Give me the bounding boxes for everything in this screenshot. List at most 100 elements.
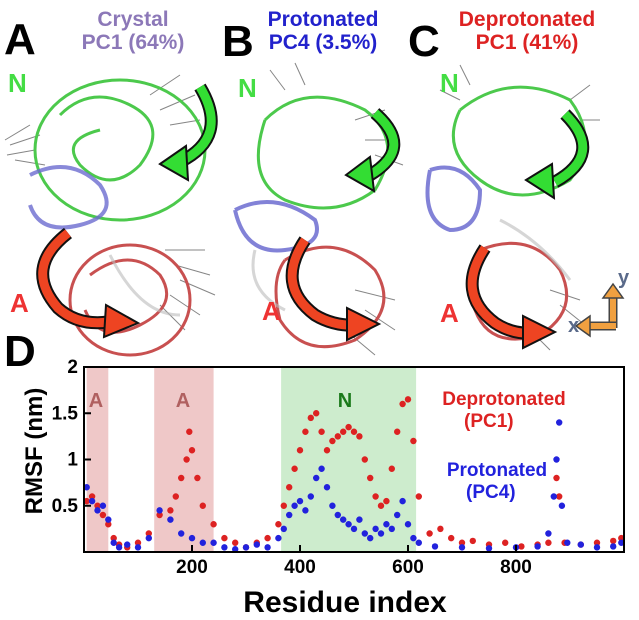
panel-title-c-line2: PC1 (41%) [475, 31, 579, 54]
panel-title-a-line2: PC1 (64%) [81, 31, 185, 54]
data-point-series1-58 [564, 539, 571, 546]
data-point-series1-62 [618, 539, 625, 546]
data-point-series0-40 [356, 433, 363, 440]
curved-arrow-red-icon [285, 236, 382, 342]
panel-title-b-line1: Protonated [267, 8, 379, 31]
data-point-series1-29 [318, 465, 325, 472]
data-point-series1-33 [340, 516, 347, 523]
panel-title-b: Protonated PC4 (3.5%) [258, 8, 388, 54]
data-point-series0-62 [553, 474, 560, 482]
data-point-series0-35 [329, 437, 336, 445]
rmsf-chart: 0.5 1 1.5 2 200 400 600 800 RMSF (nm) Residue i… [21, 357, 625, 619]
data-point-series1-30 [323, 484, 331, 491]
data-point-series0-43 [372, 493, 379, 500]
data-point-series0-15 [186, 428, 193, 435]
x-axis-title: Residue index [243, 586, 447, 619]
panel-title-c: Deprotonated PC1 (41%) [452, 8, 602, 54]
data-point-series0-46 [388, 465, 395, 472]
data-point-series0-17 [194, 474, 201, 482]
data-point-series1-40 [377, 530, 385, 537]
data-point-series0-59 [518, 543, 525, 550]
data-point-series0-27 [286, 484, 293, 491]
panel-letter-b: B [222, 17, 254, 66]
curved-arrow-red-icon [36, 227, 141, 339]
data-point-series0-26 [280, 502, 287, 509]
data-point-series1-57 [558, 502, 566, 509]
data-point-series0-0 [83, 497, 90, 505]
data-point-series1-34 [345, 521, 352, 528]
data-point-series0-16 [188, 447, 196, 454]
data-point-series1-12 [178, 530, 185, 537]
data-point-series0-5 [110, 534, 117, 542]
panel-letter-d: D [4, 327, 36, 376]
data-point-series1-37 [361, 530, 368, 537]
data-point-series0-3 [99, 511, 107, 519]
data-point-series1-4 [105, 516, 112, 523]
data-point-series0-13 [178, 474, 185, 482]
panel-title-a-line1: Crystal [97, 8, 169, 31]
data-point-series1-23 [286, 511, 293, 519]
data-point-series1-56 [556, 419, 563, 426]
data-point-series1-45 [404, 521, 412, 528]
region-label-a1: A [89, 390, 103, 412]
data-point-series0-30 [302, 428, 309, 435]
data-point-series1-48 [431, 543, 439, 550]
panel-title-c-line1: Deprotonated [458, 8, 596, 31]
domain-label-n-b: N [238, 73, 257, 103]
data-point-series0-67 [610, 537, 617, 545]
data-point-series0-36 [334, 433, 341, 440]
data-point-series0-48 [399, 400, 406, 408]
region-label-a2: A [176, 390, 190, 412]
legend-deprotonated-line2: (PC1) [464, 411, 514, 432]
panel-title-a: Crystal PC1 (64%) [68, 8, 198, 54]
panel-letter-c: C [408, 17, 440, 66]
data-point-series1-28 [313, 474, 320, 482]
data-point-series0-12 [172, 493, 179, 500]
data-point-series1-36 [356, 516, 363, 523]
domain-label-a-a: A [10, 288, 29, 318]
data-point-series1-20 [264, 544, 271, 551]
legend-protonated-line1: Protonated [447, 460, 547, 481]
data-point-series0-54 [448, 534, 455, 542]
data-point-series1-11 [167, 516, 174, 523]
curved-arrow-green-icon [158, 83, 218, 182]
data-point-series1-17 [232, 546, 239, 553]
data-point-series1-46 [410, 534, 417, 542]
data-point-series1-3 [99, 502, 107, 509]
data-point-series0-10 [156, 511, 163, 519]
data-point-series1-16 [221, 544, 228, 551]
axes-icon-y-label: y [618, 268, 630, 289]
data-point-series1-53 [545, 530, 552, 537]
data-point-series1-13 [188, 534, 196, 542]
data-point-series0-18 [199, 502, 206, 509]
data-point-series0-32 [313, 410, 320, 417]
data-point-series1-43 [394, 511, 401, 519]
data-point-series1-21 [275, 534, 282, 542]
data-point-series1-27 [307, 493, 314, 500]
data-point-series1-2 [94, 507, 101, 514]
data-point-series0-28 [291, 465, 298, 472]
data-point-series1-50 [485, 545, 493, 552]
data-point-series1-59 [577, 541, 584, 548]
panel-letter-a: A [4, 15, 36, 64]
data-point-series1-55 [553, 456, 560, 463]
data-point-series0-53 [437, 525, 444, 533]
data-point-series1-42 [388, 525, 395, 533]
data-point-series1-10 [156, 507, 163, 514]
data-point-series0-45 [383, 497, 390, 505]
data-point-series1-31 [329, 502, 336, 509]
data-point-series0-14 [183, 456, 190, 463]
x-tick-label-3: 800 [500, 557, 532, 578]
data-point-series0-8 [134, 539, 142, 546]
data-point-series1-14 [199, 539, 206, 546]
data-point-series1-8 [134, 544, 142, 551]
data-point-series1-19 [253, 541, 260, 548]
data-point-series0-49 [404, 396, 412, 403]
data-point-series0-24 [264, 534, 271, 542]
data-point-series0-41 [361, 456, 368, 463]
data-point-series1-7 [124, 541, 131, 548]
data-point-series1-6 [115, 544, 123, 551]
data-point-series1-22 [280, 525, 287, 533]
data-point-series0-56 [469, 537, 476, 545]
x-tick-label-0: 200 [176, 557, 208, 578]
